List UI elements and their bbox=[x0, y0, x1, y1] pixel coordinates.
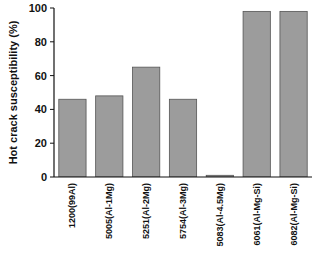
x-axis bbox=[54, 176, 312, 177]
y-tick-label: 60 bbox=[35, 70, 47, 82]
x-tick-label: 5754(Al-3Mg) bbox=[178, 183, 188, 239]
y-tick bbox=[50, 109, 54, 110]
y-tick-label: 20 bbox=[35, 137, 47, 149]
y-tick-label: 0 bbox=[41, 171, 47, 183]
x-tick-label: 1200(99Al) bbox=[67, 183, 77, 228]
bars bbox=[59, 11, 307, 177]
x-tick-label: 6061(Al-Mg-Si) bbox=[252, 183, 262, 246]
y-axis bbox=[53, 8, 54, 177]
y-tick bbox=[50, 75, 54, 76]
chart-svg: 0 20 40 60 80 100 1200(99Al) 5005(Al-1Mg) 5251(A… bbox=[0, 0, 318, 264]
y-axis-label: Hot crack susceptibility (%) bbox=[7, 20, 19, 164]
x-tick-label: 6082(Al-Mg-Si) bbox=[289, 183, 299, 246]
bar bbox=[243, 11, 270, 177]
y-tick-label: 80 bbox=[35, 36, 47, 48]
y-tick bbox=[50, 41, 54, 42]
y-tick bbox=[50, 177, 54, 178]
bar bbox=[96, 96, 123, 177]
x-tick-label: 5083(Al-4.5Mg) bbox=[215, 183, 225, 247]
y-tick-label: 40 bbox=[35, 103, 47, 115]
chart: 0 20 40 60 80 100 1200(99Al) 5005(Al-1Mg) 5251(A… bbox=[0, 0, 318, 264]
y-tick bbox=[50, 8, 54, 9]
x-tick-label: 5251(Al-2Mg) bbox=[141, 183, 151, 239]
y-tick-label: 100 bbox=[29, 2, 47, 14]
bar bbox=[133, 67, 160, 177]
bar bbox=[280, 11, 307, 177]
bar bbox=[169, 99, 196, 177]
y-tick bbox=[50, 143, 54, 144]
x-tick-label: 5005(Al-1Mg) bbox=[104, 183, 114, 239]
bar bbox=[59, 99, 86, 177]
